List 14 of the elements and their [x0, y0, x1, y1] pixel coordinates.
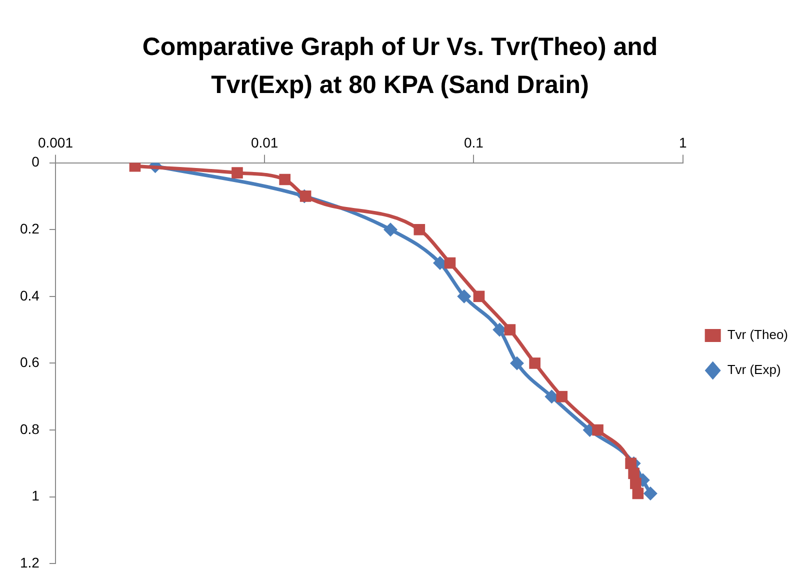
legend-label: Tvr (Theo)	[727, 327, 788, 342]
x-tick-label: 0.001	[38, 134, 74, 150]
legend-label: Tvr (Exp)	[727, 362, 781, 378]
x-tick-label: 0.1	[464, 134, 484, 150]
y-tick-label: 0.8	[20, 420, 40, 437]
y-tick-label: 0.4	[20, 287, 40, 304]
y-tick-label: 1.2	[20, 554, 40, 570]
x-tick-label: 1	[678, 134, 687, 150]
y-tick-label: 1	[32, 488, 40, 504]
y-tick-label: 0.6	[20, 354, 40, 370]
y-tick-label: 0	[32, 154, 40, 170]
y-tick-label: 0.2	[20, 220, 40, 236]
x-tick-label: 0.01	[250, 134, 278, 150]
chart-title: Comparative Graph of Ur Vs. Tvr(Theo) and Tvr(Exp) at 80 KPA (Sand Drain)	[141, 32, 659, 101]
